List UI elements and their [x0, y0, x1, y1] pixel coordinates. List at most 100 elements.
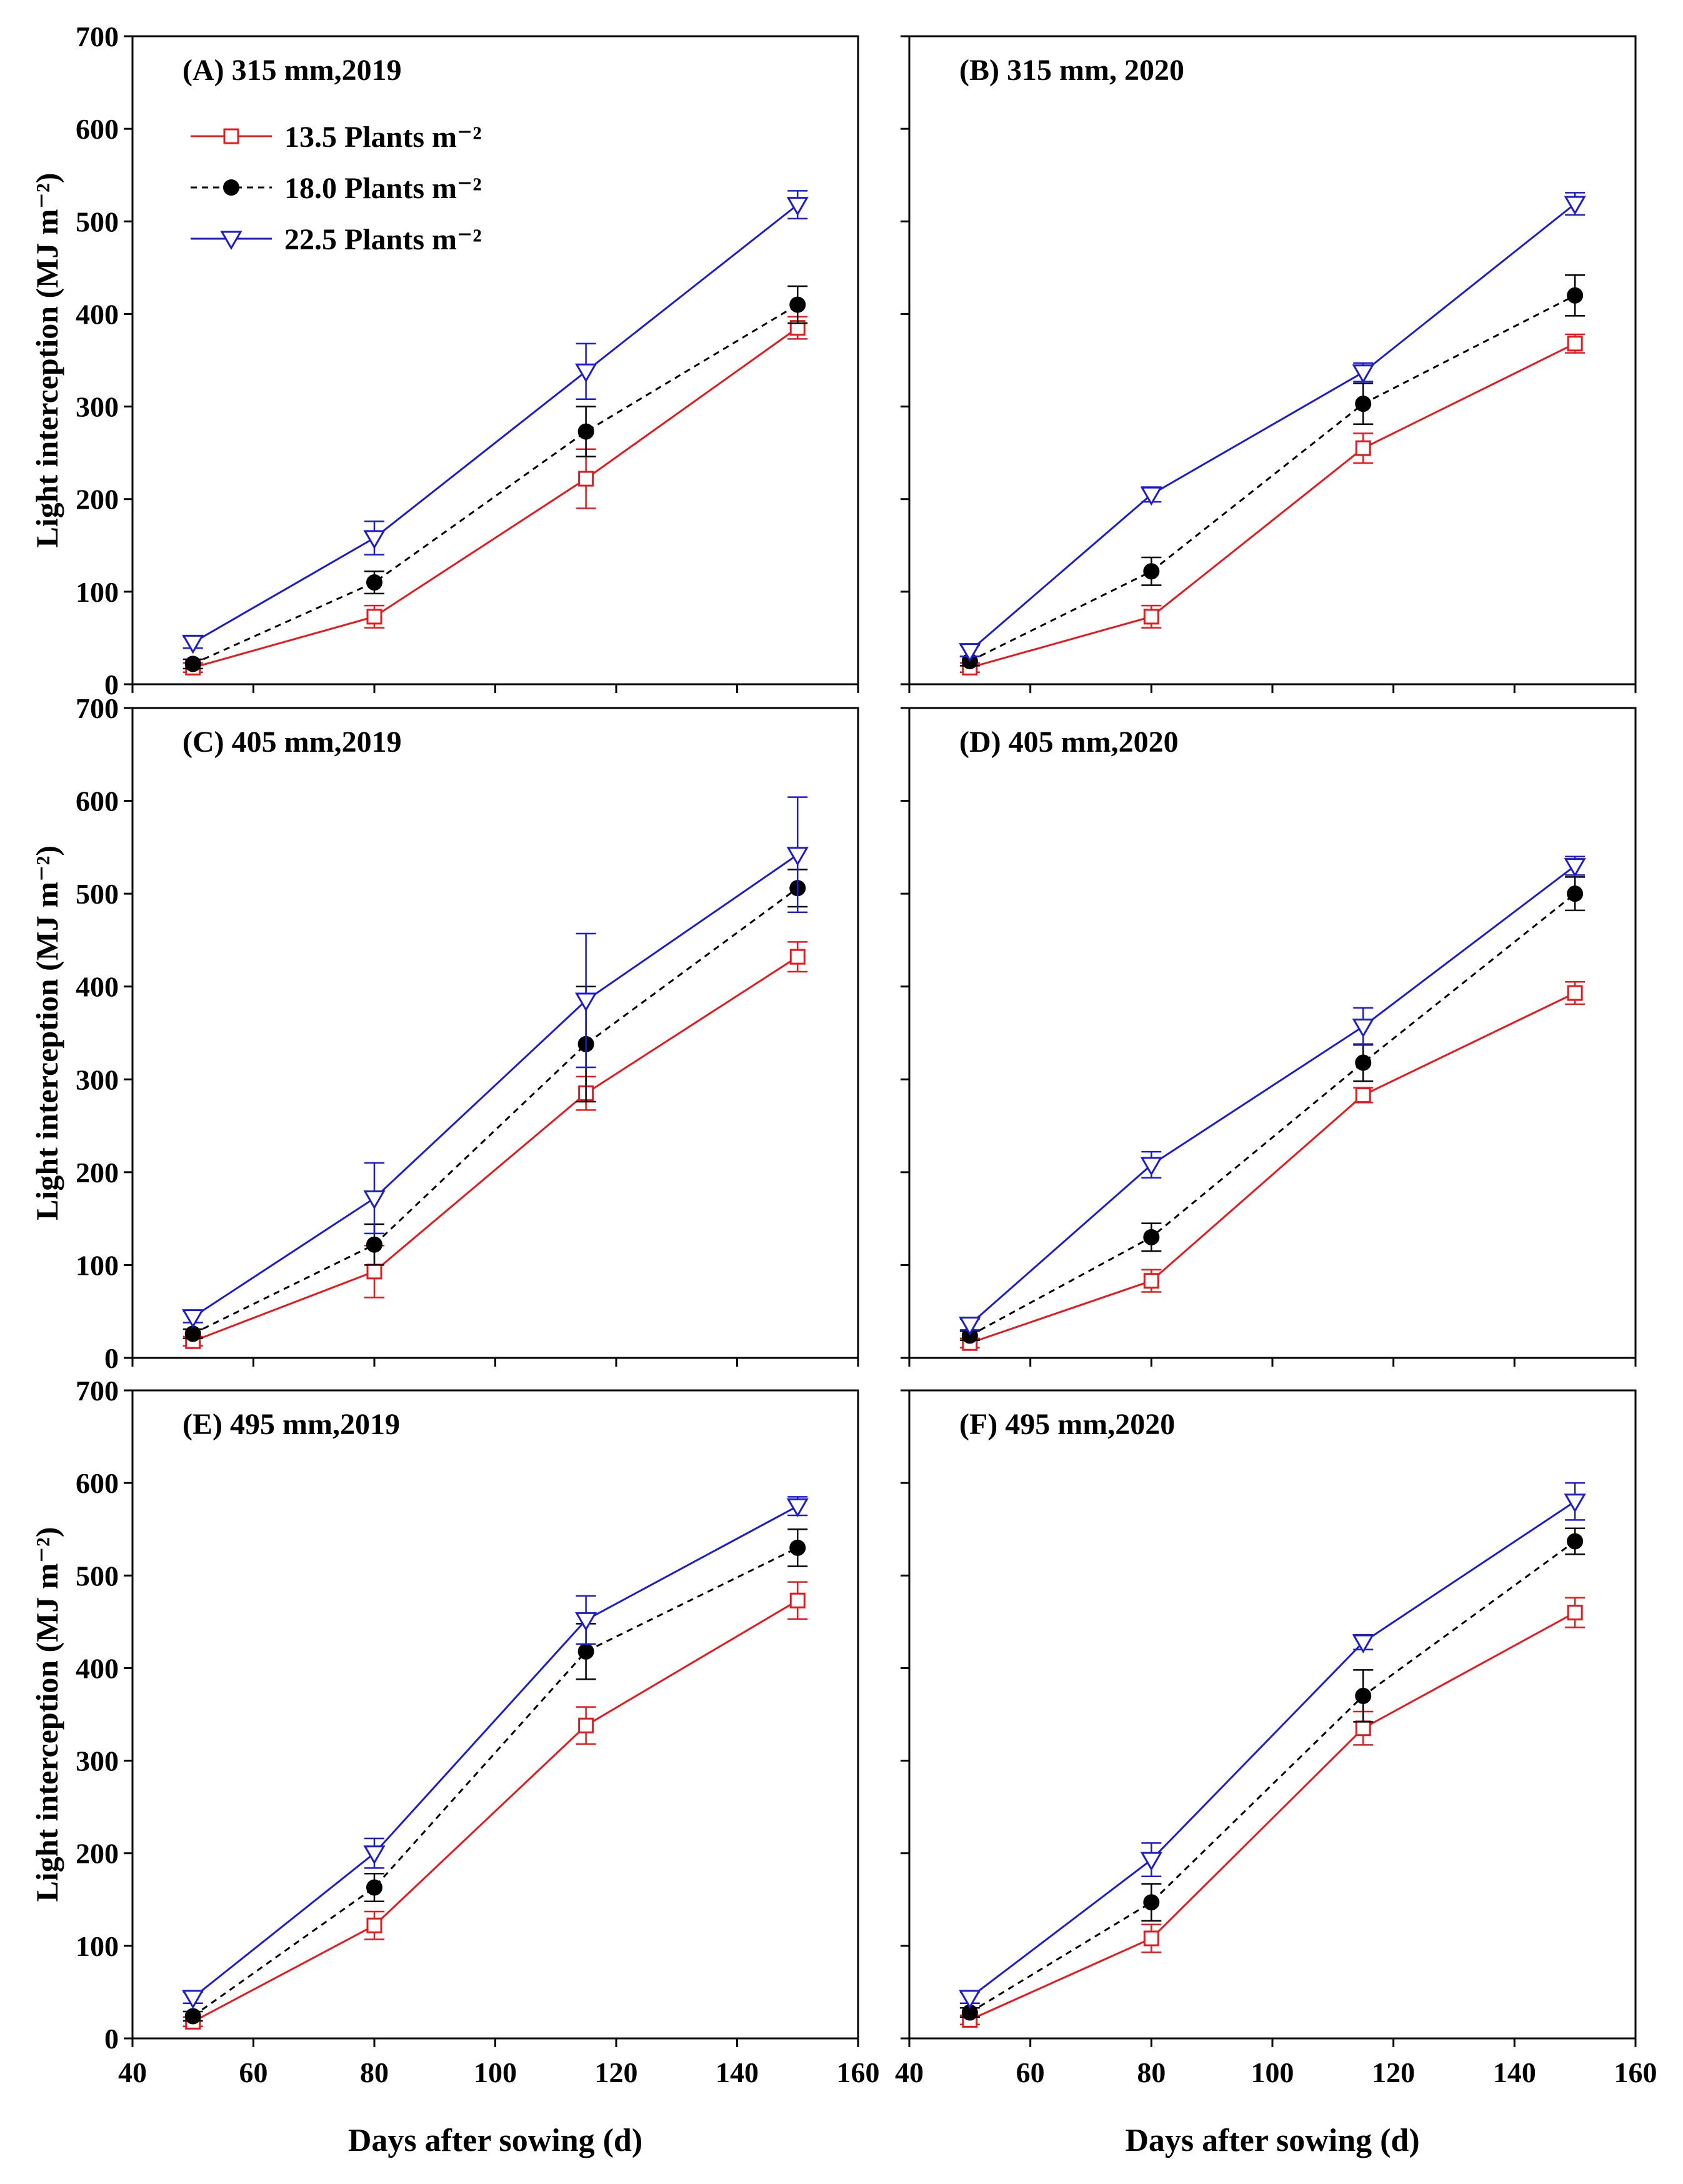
data-point	[1143, 563, 1160, 580]
panel-title: (C) 405 mm,2019	[182, 726, 402, 759]
x-tick-label: 100	[474, 2057, 517, 2088]
series-22-5	[182, 190, 809, 654]
panel-f: 40 60 80 100 120 140 160 (F) 495 mm,2020 Days af…	[895, 1389, 1657, 2158]
series-13-5	[959, 333, 1586, 676]
y-tick-label: 0	[104, 2023, 119, 2055]
data-point	[366, 609, 382, 625]
y-tick-label: 400	[76, 971, 119, 1003]
series-line	[969, 1500, 1576, 1999]
y-tick-label: 700	[76, 1375, 119, 1407]
data-point	[1567, 1533, 1584, 1550]
data-point	[1140, 1852, 1162, 1872]
series-13-5	[959, 1597, 1586, 2028]
data-point	[1143, 1894, 1160, 1911]
series-18-0	[959, 274, 1586, 669]
x-tick-label: 40	[895, 2057, 924, 2088]
y-tick-label: 200	[76, 1838, 119, 1870]
data-point	[1140, 1157, 1162, 1176]
legend-marker	[223, 128, 239, 144]
data-point	[366, 1264, 382, 1280]
data-point	[366, 1879, 382, 1896]
data-point	[786, 1498, 809, 1518]
x-tick-label: 120	[595, 2057, 638, 2088]
data-point	[789, 296, 806, 313]
y-tick-label: 100	[76, 576, 119, 608]
series-line	[192, 304, 799, 665]
y-tick-label: 100	[76, 1930, 119, 1962]
data-point	[363, 1190, 386, 1210]
y-tick-label: 600	[76, 1467, 119, 1499]
data-point	[1143, 609, 1159, 625]
series-line	[192, 1599, 799, 2023]
data-point	[1567, 985, 1583, 1001]
panel-title: (F) 495 mm,2020	[959, 1408, 1175, 1441]
data-point	[575, 1612, 597, 1632]
y-tick-label: 0	[104, 1342, 119, 1374]
y-tick-label: 600	[76, 785, 119, 817]
data-point	[1143, 1273, 1159, 1289]
series-line	[969, 992, 1576, 1344]
legend-label: 18.0 Plants m⁻²	[284, 172, 482, 205]
panel-title: (D) 405 mm,2020	[959, 726, 1179, 759]
y-tick-label: 500	[76, 206, 119, 237]
x-tick-label: 100	[1251, 2057, 1294, 2088]
series-22-5	[959, 192, 1586, 662]
y-tick-label: 300	[76, 1745, 119, 1777]
series-18-0	[182, 869, 808, 1342]
data-point	[1355, 1087, 1371, 1104]
y-tick-label: 400	[76, 298, 119, 330]
data-point	[578, 471, 594, 487]
y-tick-label: 700	[76, 692, 119, 724]
panel-d: (D) 405 mm,2020	[901, 707, 1637, 1367]
series-22-5	[182, 796, 809, 1329]
series-line	[969, 1540, 1576, 2013]
series-line	[192, 327, 799, 669]
series-line	[192, 1505, 798, 1998]
data-point	[1567, 287, 1584, 304]
x-tick-label: 140	[716, 2057, 759, 2088]
data-point	[577, 423, 594, 440]
series-line	[192, 887, 799, 1335]
legend-marker	[223, 179, 239, 196]
series-line	[192, 204, 799, 644]
plot-frame	[908, 707, 1637, 1359]
data-point	[184, 2008, 201, 2025]
y-tick-label: 200	[76, 484, 119, 516]
panel-title: (E) 495 mm,2019	[182, 1408, 400, 1441]
series-22-5	[959, 1482, 1586, 2009]
panel-title: (B) 315 mm, 2020	[959, 54, 1184, 87]
legend-marker	[220, 231, 242, 251]
y-axis-label: Light interception (MJ m⁻²)	[29, 172, 64, 547]
series-22-5	[959, 855, 1586, 1336]
plot-frame	[131, 1389, 859, 2040]
data-point	[366, 1917, 382, 1933]
plot-frame	[131, 707, 859, 1359]
data-point	[575, 992, 597, 1012]
plot-frame	[908, 35, 1637, 686]
legend: 13.5 Plants m⁻² 18.0 Plants m⁻² 22.5 Plant…	[191, 121, 482, 256]
y-axis-label: Light interception (MJ m⁻²)	[29, 845, 64, 1220]
data-point	[184, 656, 201, 672]
data-point	[182, 1990, 204, 2009]
x-tick-label: 40	[118, 2057, 147, 2088]
data-point	[1564, 196, 1586, 216]
series-line	[969, 865, 1576, 1325]
series-line	[969, 1612, 1576, 2021]
panel-title: (A) 315 mm,2019	[182, 54, 402, 87]
x-tick-label: 140	[1493, 2057, 1536, 2088]
data-point	[789, 1592, 806, 1608]
series-18-0	[959, 1527, 1586, 2021]
panel-b: (B) 315 mm, 2020	[901, 35, 1637, 693]
x-tick-label: 60	[1016, 2057, 1045, 2088]
data-point	[786, 197, 809, 216]
data-point	[1567, 1605, 1583, 1621]
data-point	[1567, 885, 1584, 902]
data-point	[1355, 1720, 1371, 1737]
data-point	[959, 1990, 981, 2009]
legend-label: 22.5 Plants m⁻²	[284, 223, 482, 256]
x-tick-label: 120	[1372, 2057, 1415, 2088]
data-point	[182, 1309, 204, 1329]
data-point	[786, 847, 809, 866]
data-point	[1352, 1634, 1374, 1653]
panel-a: 0 100 200 300 400 500 600 700 (A) 315 mm,2019 Lig…	[29, 21, 859, 701]
